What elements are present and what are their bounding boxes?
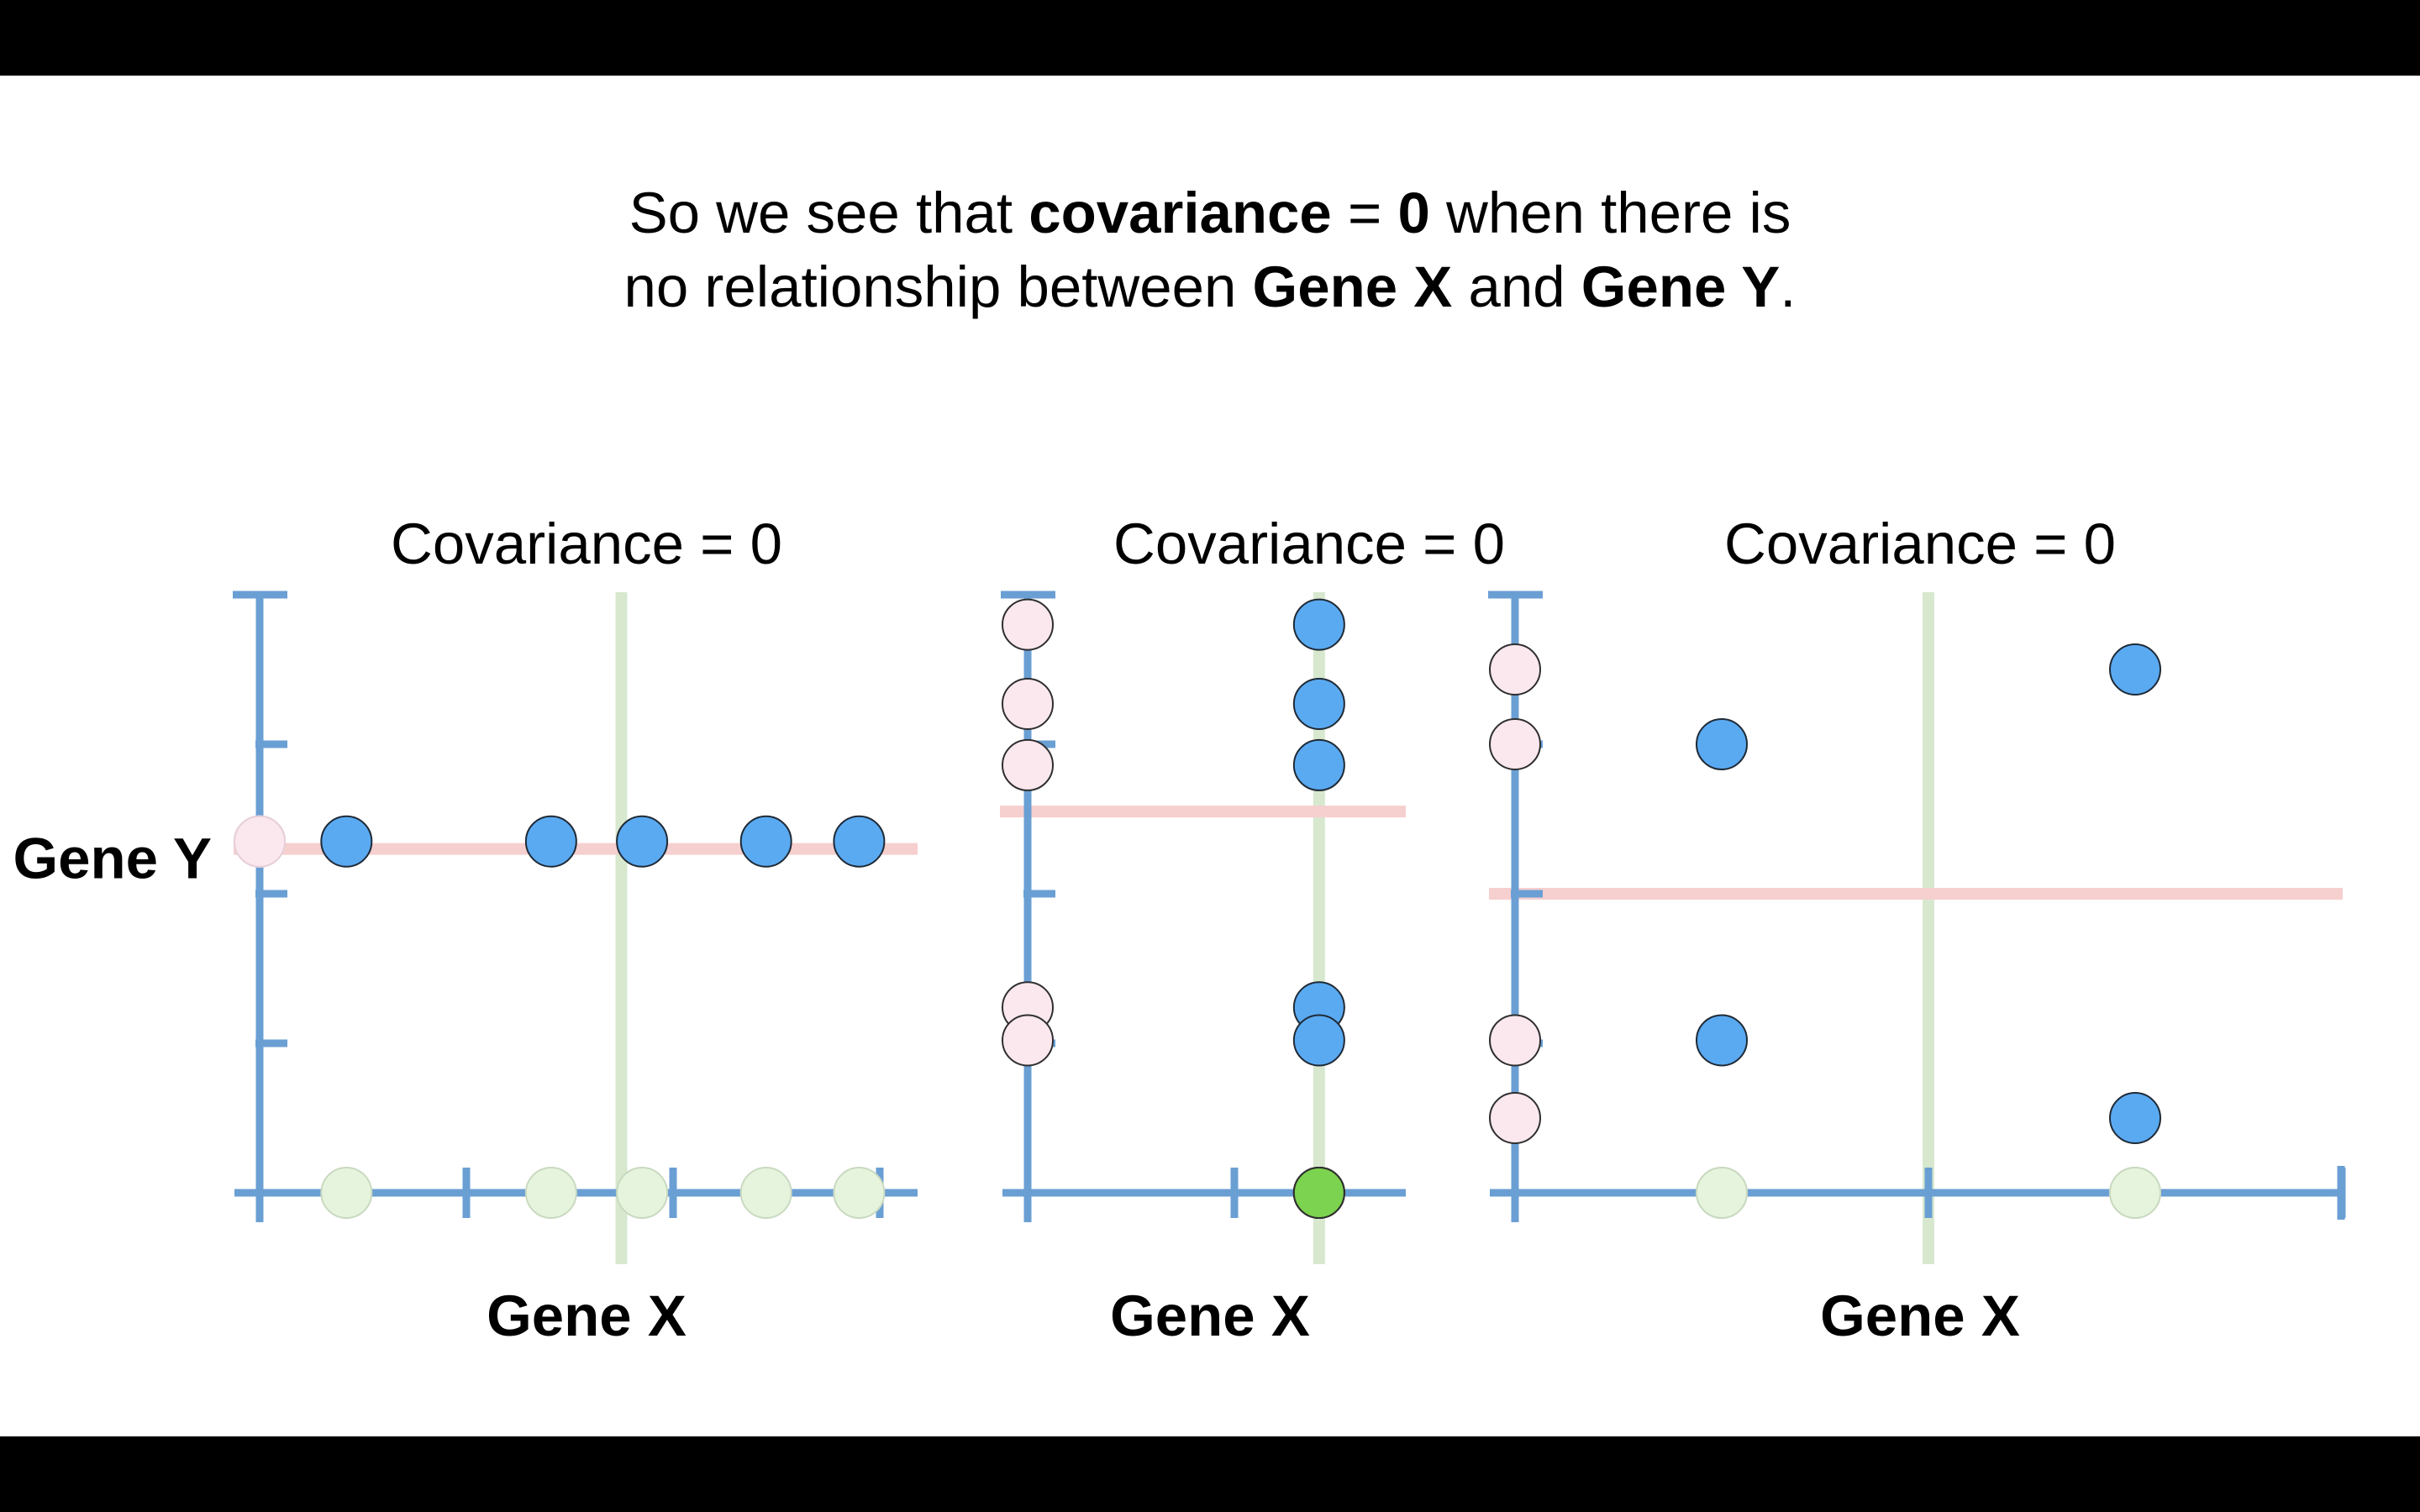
x-projection-point <box>833 1167 886 1219</box>
caption-text: when there is <box>1429 181 1791 245</box>
x-projection-point <box>1696 1167 1748 1219</box>
x-projection-point <box>524 1167 577 1219</box>
caption-text: So we see that <box>629 181 1029 245</box>
data-point <box>1292 677 1345 730</box>
panel-title: Covariance = 0 <box>1113 512 1505 576</box>
panel-title: Covariance = 0 <box>1724 512 2116 576</box>
x-axis-label: Gene X <box>487 1284 687 1348</box>
caption-line-2: no relationship between Gene X and Gene … <box>0 250 2420 324</box>
y-projection-point <box>1489 643 1541 696</box>
x-projection-point <box>739 1167 792 1219</box>
x-projection-point <box>2109 1167 2161 1219</box>
data-point <box>1292 598 1345 651</box>
caption-bold: 0 <box>1397 181 1430 245</box>
y-projection-point <box>1489 1092 1541 1144</box>
x-axis-label: Gene X <box>1110 1284 1310 1348</box>
x-projection-point <box>616 1167 669 1219</box>
y-axis-label: Gene Y <box>13 827 212 891</box>
caption-text: = <box>1331 181 1398 245</box>
data-point <box>833 815 886 868</box>
data-point <box>1696 1014 1748 1067</box>
x-projection-point <box>320 1167 373 1219</box>
y-projection-point <box>1002 738 1054 791</box>
x-axis-label: Gene X <box>1820 1284 2020 1348</box>
caption-line-1: So we see that covariance = 0 when there… <box>0 176 2420 250</box>
data-point <box>2109 1092 2161 1144</box>
caption-text: . <box>1780 255 1797 319</box>
y-projection-point <box>1002 1014 1054 1067</box>
y-projection-point <box>1489 718 1541 770</box>
letterbox-top <box>0 0 2420 76</box>
data-point <box>1292 738 1345 791</box>
caption: So we see that covariance = 0 when there… <box>0 176 2420 324</box>
data-point <box>2109 643 2161 696</box>
data-point <box>1696 718 1748 770</box>
y-projection-point <box>1489 1014 1541 1067</box>
data-point <box>1292 1014 1345 1067</box>
y-projection-point <box>234 815 286 868</box>
data-point <box>320 815 373 868</box>
data-point <box>524 815 577 868</box>
caption-bold: Gene Y <box>1581 255 1781 319</box>
data-point <box>616 815 669 868</box>
y-projection-point <box>1002 598 1054 651</box>
caption-bold: covariance <box>1028 181 1332 245</box>
caption-text: and <box>1452 255 1581 319</box>
panel-title: Covariance = 0 <box>391 512 782 576</box>
data-point <box>739 815 792 868</box>
caption-text: no relationship between <box>623 255 1253 319</box>
caption-bold: Gene X <box>1252 255 1453 319</box>
y-projection-point <box>1002 677 1054 730</box>
x-projection-point-highlight <box>1292 1167 1345 1219</box>
letterbox-bottom <box>0 1436 2420 1512</box>
